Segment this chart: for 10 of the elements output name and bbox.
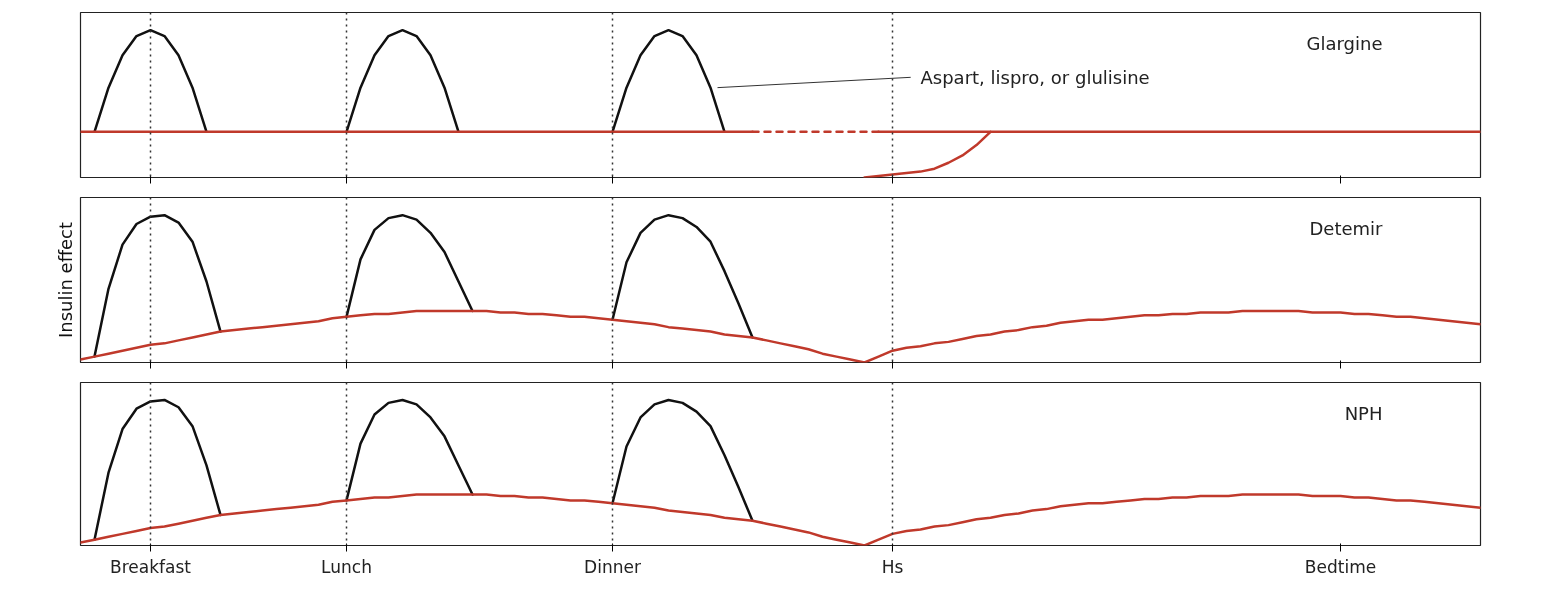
x-tick-label: Bedtime — [1304, 556, 1377, 577]
x-tick-label: Hs — [881, 556, 904, 577]
text: NPH — [1344, 402, 1383, 424]
x-tick-label: Breakfast — [110, 556, 192, 577]
annotation: Aspart, lispro, or glulisine — [920, 66, 1150, 88]
text: Glargine — [1306, 33, 1383, 55]
x-tick-label: Dinner — [584, 556, 641, 577]
x-tick-label: Lunch — [321, 556, 372, 577]
y-axis-title: Insulin effect — [54, 221, 76, 339]
text: Detemir — [1309, 218, 1384, 240]
